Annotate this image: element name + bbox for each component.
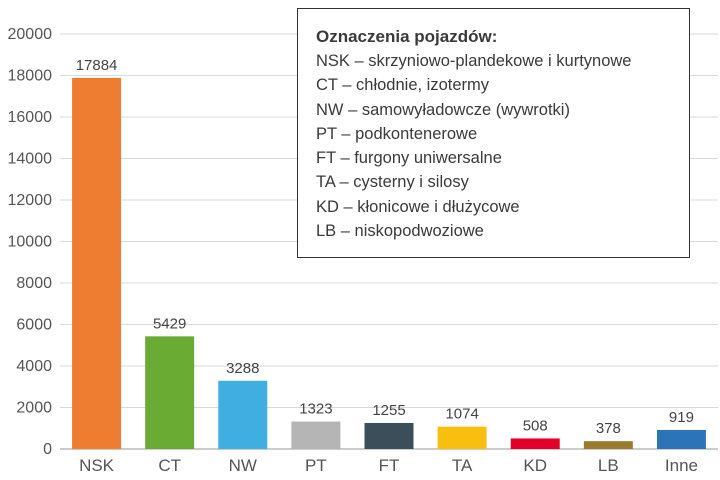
data-label-ta: 1074 xyxy=(445,406,478,423)
x-tick-label-ft: FT xyxy=(379,456,400,475)
data-label-inne: 919 xyxy=(669,409,694,426)
data-label-nw: 3288 xyxy=(226,360,259,377)
x-tick-label-lb: LB xyxy=(598,456,619,475)
y-tick-label: 2000 xyxy=(16,400,52,417)
y-tick-label: 18000 xyxy=(8,68,53,85)
y-tick-label: 16000 xyxy=(8,109,53,126)
legend-item-nw: NW – samowyładowcze (wywrotki) xyxy=(316,100,570,119)
bar-lb xyxy=(583,441,633,449)
x-tick-label-ct: CT xyxy=(158,456,181,475)
bar-pt xyxy=(291,421,341,449)
x-tick-label-ta: TA xyxy=(452,456,473,475)
y-tick-label: 12000 xyxy=(8,192,53,209)
x-tick-label-inne: Inne xyxy=(665,456,698,475)
y-tick-label: 14000 xyxy=(8,151,53,168)
data-label-lb: 378 xyxy=(596,420,621,437)
bar-ft xyxy=(364,422,414,449)
data-label-ct: 5429 xyxy=(153,315,186,332)
bar-ta xyxy=(437,426,487,449)
data-label-ft: 1255 xyxy=(372,402,405,419)
x-tick-label-nsk: NSK xyxy=(79,456,115,475)
legend-box: Oznaczenia pojazdów: NSK – skrzyniowo-pl… xyxy=(297,8,690,258)
y-tick-label: 6000 xyxy=(16,317,52,334)
bar-ct xyxy=(145,336,195,449)
x-tick-label-pt: PT xyxy=(305,456,327,475)
y-axis: 0 2000 4000 6000 8000 10000 12000 14000 16000 180… xyxy=(8,26,53,458)
legend-item-ft: FT – furgony uniwersalne xyxy=(316,149,502,168)
x-tick-label-kd: KD xyxy=(523,456,547,475)
y-tick-label: 10000 xyxy=(8,234,53,251)
y-tick-label: 0 xyxy=(43,441,52,458)
legend-item-ta: TA – cysterny i silosy xyxy=(316,173,469,192)
bar-nsk xyxy=(72,77,122,450)
bar-nw xyxy=(218,380,268,449)
legend-title: Oznaczenia pojazdów: xyxy=(316,27,498,46)
x-tick-label-nw: NW xyxy=(229,456,257,475)
data-label-pt: 1323 xyxy=(299,401,332,418)
legend-item-lb: LB – niskopodwoziowe xyxy=(316,222,484,241)
x-axis: NSK CT NW PT FT TA KD LB Inne xyxy=(79,456,698,475)
data-label-nsk: 17884 xyxy=(76,57,118,74)
bar-kd xyxy=(510,438,560,449)
data-label-kd: 508 xyxy=(523,417,548,434)
y-tick-label: 20000 xyxy=(8,26,53,43)
legend-item-nsk: NSK – skrzyniowo-plandekowe i kurtynowe xyxy=(316,52,632,70)
legend-item-kd: KD – kłonicowe i dłużycowe xyxy=(316,197,520,216)
y-tick-label: 8000 xyxy=(16,275,52,292)
bar-inne xyxy=(656,429,706,449)
data-labels: 17884 5429 3288 1323 1255 1074 508 378 919 xyxy=(76,57,694,437)
legend-item-pt: PT – podkontenerowe xyxy=(316,124,478,143)
bars xyxy=(72,77,706,450)
legend-item-ct: CT – chłodnie, izotermy xyxy=(316,76,490,95)
y-tick-label: 4000 xyxy=(16,358,52,375)
